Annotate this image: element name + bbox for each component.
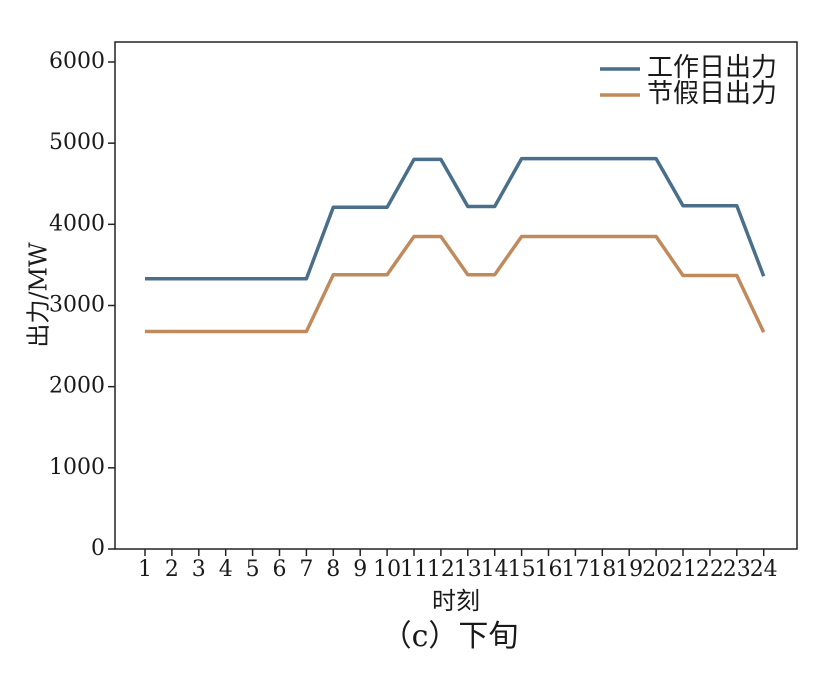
x-axis-title: 时刻 [432,587,480,615]
series-line-1 [145,234,766,334]
x-tick-label: 3 [192,557,206,582]
x-tick-label: 15 [508,557,536,582]
x-tick-label: 2 [165,557,179,582]
series-lines [145,156,766,334]
y-tick-label: 1000 [49,455,105,480]
x-tick-label: 19 [615,557,643,582]
x-tick-label: 16 [535,557,563,582]
plot-area [114,41,798,550]
x-tick-label: 18 [588,557,616,582]
x-tick-label: 7 [299,557,313,582]
legend-label: 节假日出力 [647,79,777,109]
y-tick-label: 3000 [49,293,105,318]
x-tick-label: 17 [561,557,589,582]
legend-label: 工作日出力 [647,53,777,83]
x-tick-label: 4 [219,557,233,582]
x-tick-label: 21 [669,557,697,582]
y-tick-label: 0 [91,536,105,561]
x-tick-label: 9 [353,557,367,582]
y-axis-title: 出力/MW [25,242,53,348]
x-tick-label: 22 [696,557,724,582]
y-axis: 0 1000 2000 3000 4000 5000 6000 [49,49,115,561]
y-tick-label: 5000 [49,130,105,155]
x-tick-label: 6 [273,557,287,582]
x-tick-label: 8 [326,557,340,582]
y-tick-label: 6000 [49,49,105,74]
x-tick-label: 23 [723,557,751,582]
y-tick-label: 4000 [49,211,105,236]
x-tick-label: 20 [642,557,670,582]
x-tick-label: 14 [481,557,509,582]
x-tick-label: 10 [373,557,401,582]
figure-caption: （c）下旬 [382,619,519,654]
x-tick-label: 13 [454,557,482,582]
x-tick-label: 24 [750,557,778,582]
y-tick-label: 2000 [49,374,105,399]
x-tick-label: 11 [400,557,428,582]
series-line-0 [145,156,766,281]
x-tick-label: 12 [427,557,455,582]
x-tick-label: 1 [138,557,152,582]
x-tick-label: 5 [246,557,260,582]
